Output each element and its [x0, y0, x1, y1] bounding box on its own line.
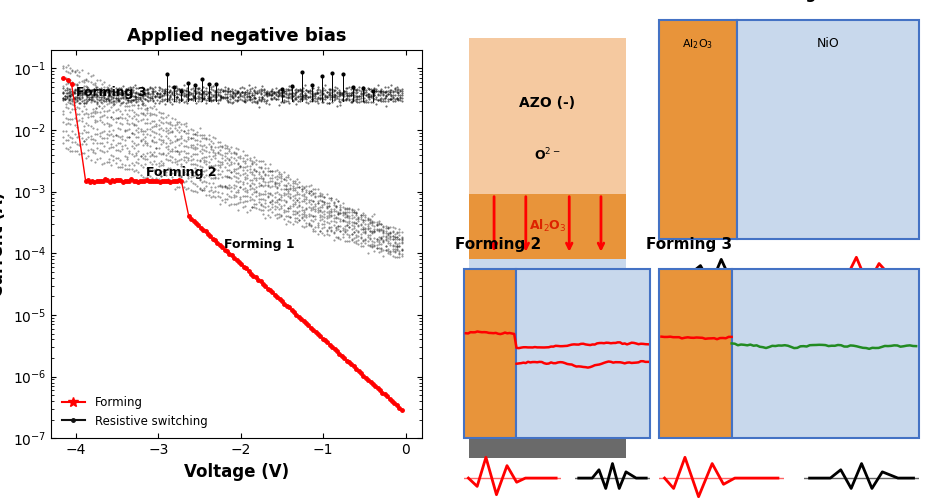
Title: Applied negative bias: Applied negative bias	[127, 27, 346, 45]
Bar	[468, 38, 626, 194]
Bar	[730, 269, 918, 438]
Text: Al$_2$O$_3$: Al$_2$O$_3$	[681, 37, 713, 51]
Text: NiO: NiO	[531, 323, 563, 338]
Text: Forming 2: Forming 2	[146, 166, 216, 179]
Bar	[658, 269, 730, 438]
Y-axis label: Current (A): Current (A)	[0, 191, 7, 297]
Bar	[736, 20, 918, 239]
Bar	[464, 269, 515, 438]
Bar	[468, 402, 626, 458]
Bar	[468, 194, 626, 259]
X-axis label: Voltage (V): Voltage (V)	[184, 463, 289, 481]
Text: Forming 1: Forming 1	[224, 239, 295, 251]
Text: Forming 2: Forming 2	[454, 237, 540, 252]
Bar	[468, 259, 626, 402]
Bar	[658, 20, 736, 239]
Legend: Forming, Resistive switching: Forming, Resistive switching	[57, 391, 212, 432]
Text: PT (+): PT (+)	[525, 423, 569, 437]
Text: Al$_2$O$_3$: Al$_2$O$_3$	[528, 218, 565, 235]
Text: O$^{2-}$: O$^{2-}$	[534, 146, 560, 163]
Text: Forming 3: Forming 3	[645, 237, 731, 252]
Bar	[515, 269, 649, 438]
Text: Forming 1: Forming 1	[745, 0, 831, 2]
Text: AZO (-): AZO (-)	[519, 96, 575, 110]
Text: Forming 3: Forming 3	[76, 87, 146, 100]
Text: NiO: NiO	[816, 37, 838, 50]
